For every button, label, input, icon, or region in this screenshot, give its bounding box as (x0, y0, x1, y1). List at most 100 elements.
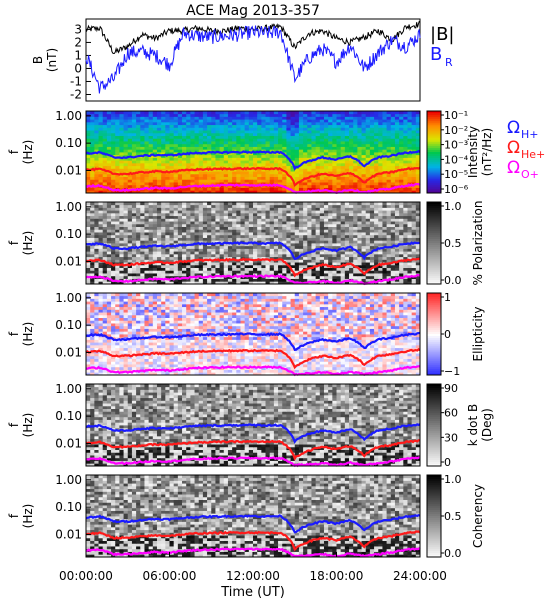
spectrogram-cell (357, 221, 362, 225)
spectrogram-cell (98, 278, 104, 282)
spectrogram-cell (123, 149, 129, 153)
spectrogram-cell (211, 149, 216, 153)
spectrogram-cell (273, 135, 279, 139)
spectrogram-cell (219, 146, 225, 150)
spectrogram-cell (198, 179, 204, 183)
spectrogram-cell (311, 160, 317, 164)
spectrogram-cell (248, 149, 254, 153)
spectrogram-cell (328, 141, 333, 145)
spectrogram-cell (227, 202, 233, 206)
spectrogram-cell (198, 111, 204, 115)
spectrogram-cell (411, 218, 417, 222)
spectrogram-cell (344, 121, 350, 126)
spectrogram-cell (361, 248, 367, 252)
spectrogram-cell (90, 160, 95, 164)
spectrogram-cell (86, 182, 91, 186)
spectrogram-cell (161, 135, 166, 139)
spectrogram-cell (394, 232, 400, 236)
spectrogram-cell (232, 176, 237, 180)
spectrogram-cell (131, 229, 137, 233)
spectrogram-cell (190, 221, 195, 225)
spectrogram-cell (253, 119, 258, 123)
spectrogram-cell (378, 243, 383, 247)
spectrogram-cell (394, 146, 400, 150)
spectrogram-cell (131, 264, 137, 268)
spectrogram-cell (156, 215, 162, 219)
spectrogram-cell (286, 253, 291, 258)
spectrogram-cell (194, 127, 200, 131)
spectrogram-cell (232, 264, 237, 268)
spectrogram-cell (198, 278, 204, 282)
spectrogram-cell (207, 218, 212, 222)
spectrogram-cell (369, 210, 375, 214)
spectrogram-cell (123, 179, 129, 183)
spectrogram-cell (198, 162, 204, 167)
colorbar-tick-label: 10⁻⁵ (444, 168, 468, 181)
spectrogram-cell (261, 143, 266, 147)
spectrogram-cell (173, 232, 179, 236)
spectrogram-cell (198, 234, 204, 238)
spectrogram-cell (136, 281, 141, 285)
spectrogram-cell (186, 138, 191, 142)
spectrogram-cell (119, 135, 124, 139)
chart-title: ACE Mag 2013-357 (186, 3, 320, 19)
spectrogram-cell (106, 210, 112, 214)
spectrogram-cell (378, 229, 383, 233)
spectrogram-cell (278, 229, 283, 233)
spectrogram-cell (111, 234, 116, 238)
spectrogram-cell (198, 267, 204, 271)
spectrogram-cell (336, 184, 342, 188)
spectrogram-cell (303, 168, 308, 172)
spectrogram-cell (207, 160, 212, 164)
spectrogram-cell (86, 278, 91, 282)
spectrogram-cell (119, 264, 124, 268)
spectrogram-cell (411, 135, 417, 139)
spectrogram-cell (298, 154, 304, 158)
spectrogram-cell (119, 240, 124, 244)
spectrogram-cell (194, 165, 200, 169)
spectrogram-cell (365, 256, 371, 260)
spectrogram-cell (261, 248, 266, 252)
spectrogram-cell (336, 149, 342, 153)
spectrogram-cell (257, 251, 262, 255)
spectrogram-cell (248, 162, 254, 167)
spectrogram-cell (328, 138, 333, 142)
spectrogram-cell (278, 221, 283, 225)
spectrogram-cell (165, 168, 170, 172)
spectrogram-cell (86, 267, 91, 271)
spectrogram-cell (161, 202, 166, 206)
spectrogram-cell (374, 215, 379, 219)
spectrogram-cell (273, 190, 279, 194)
spectrogram-cell (219, 171, 225, 175)
spectrogram-cell (94, 210, 99, 214)
spectrogram-cell (211, 232, 216, 236)
spectrogram-cell (399, 141, 404, 145)
spectrogram-cell (328, 130, 333, 134)
spectrogram-cell (319, 256, 325, 260)
spectrogram-cell (257, 146, 262, 150)
spectrogram-cell (94, 240, 99, 244)
spectrogram-cell (361, 226, 367, 230)
spectrogram-cell (144, 243, 150, 247)
spectrogram-cell (340, 119, 346, 123)
spectrogram-cell (131, 127, 137, 131)
spectrogram-cell (194, 218, 200, 222)
spectrogram-cell (169, 273, 175, 277)
spectrogram-cell (156, 162, 162, 167)
spectrogram-cell (111, 149, 116, 153)
spectrogram-cell (415, 138, 421, 142)
spectrogram-cell (265, 243, 271, 247)
spectrogram-cell (173, 223, 179, 227)
spectrogram-cell (173, 135, 179, 139)
spectrogram-cell (378, 264, 383, 268)
spectrogram-cell (336, 273, 342, 277)
spectrogram-cell (136, 127, 141, 131)
spectrogram-cell (349, 273, 354, 277)
spectrogram-cell (211, 138, 216, 142)
spectrogram-cell (198, 262, 204, 266)
spectrogram-cell (140, 182, 145, 186)
spectrogram-cell (290, 111, 296, 115)
spectrogram-cell (357, 119, 362, 123)
spectrogram-cell (198, 253, 204, 258)
spectrogram-cell (94, 237, 99, 241)
